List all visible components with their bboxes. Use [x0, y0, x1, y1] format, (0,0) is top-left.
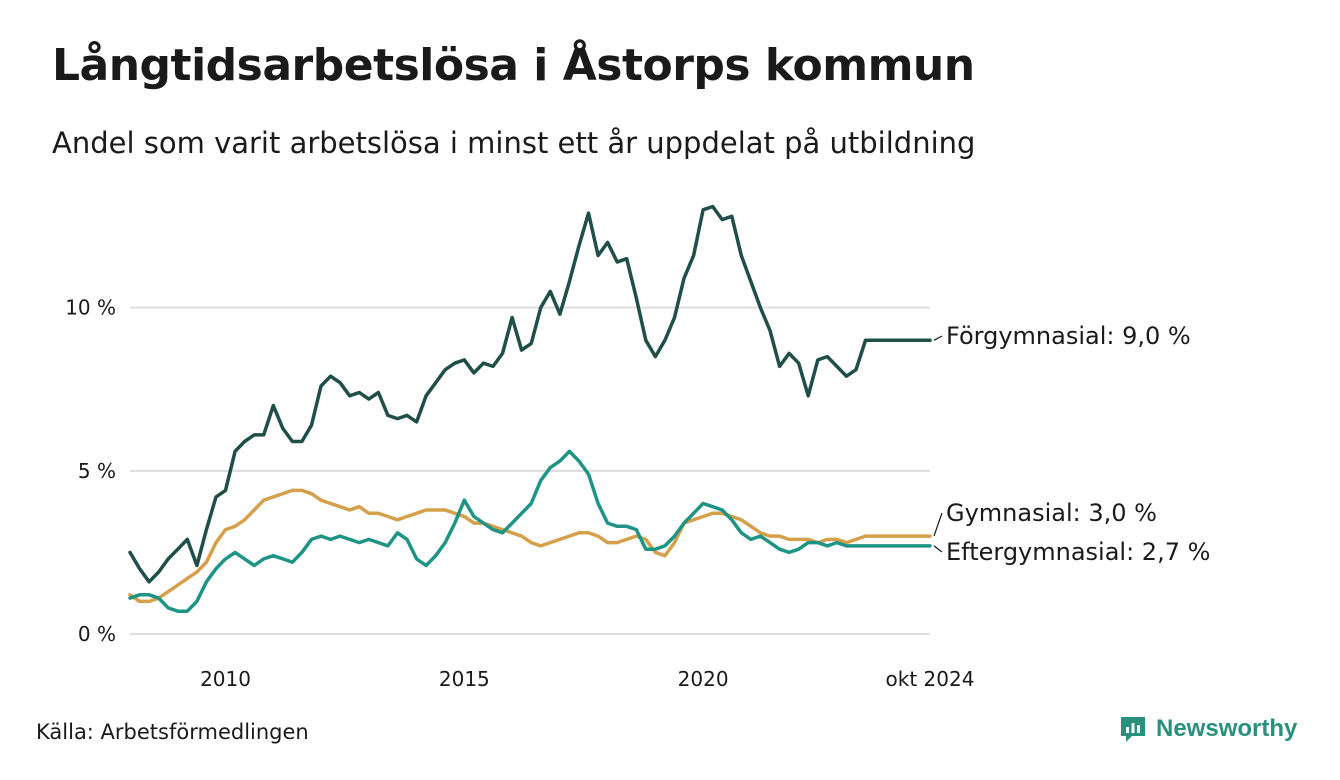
- y-tick-label: 10 %: [65, 296, 116, 320]
- x-tick-label: 2010: [200, 667, 251, 691]
- end-label-leader: [933, 512, 943, 537]
- chart-title: Långtidsarbetslösa i Åstorps kommun: [52, 40, 975, 91]
- brand-name: Newsworthy: [1156, 715, 1298, 742]
- end-label-leader: [933, 335, 943, 341]
- series-line-gymnasial: [128, 488, 932, 604]
- y-tick-label: 0 %: [78, 622, 116, 646]
- end-label-eftergymnasial: Eftergymnasial: 2,7 %: [946, 538, 1210, 566]
- brand-logo: Newsworthy: [1118, 714, 1297, 744]
- y-tick-label: 5 %: [78, 459, 116, 483]
- chart-subtitle: Andel som varit arbetslösa i minst ett å…: [52, 126, 976, 160]
- source-note: Källa: Arbetsförmedlingen: [36, 720, 309, 744]
- newsworthy-logo-icon: [1121, 717, 1145, 742]
- x-tick-label: 2020: [678, 667, 729, 691]
- series-line-eftergymnasial: [128, 449, 932, 613]
- end-label-förgymnasial: Förgymnasial: 9,0 %: [946, 322, 1191, 350]
- end-label-leader: [933, 545, 943, 553]
- x-tick-label: 2015: [439, 667, 490, 691]
- series-line-förgymnasial: [128, 204, 932, 584]
- x-tick-label: okt 2024: [886, 667, 975, 691]
- end-label-gymnasial: Gymnasial: 3,0 %: [946, 499, 1157, 527]
